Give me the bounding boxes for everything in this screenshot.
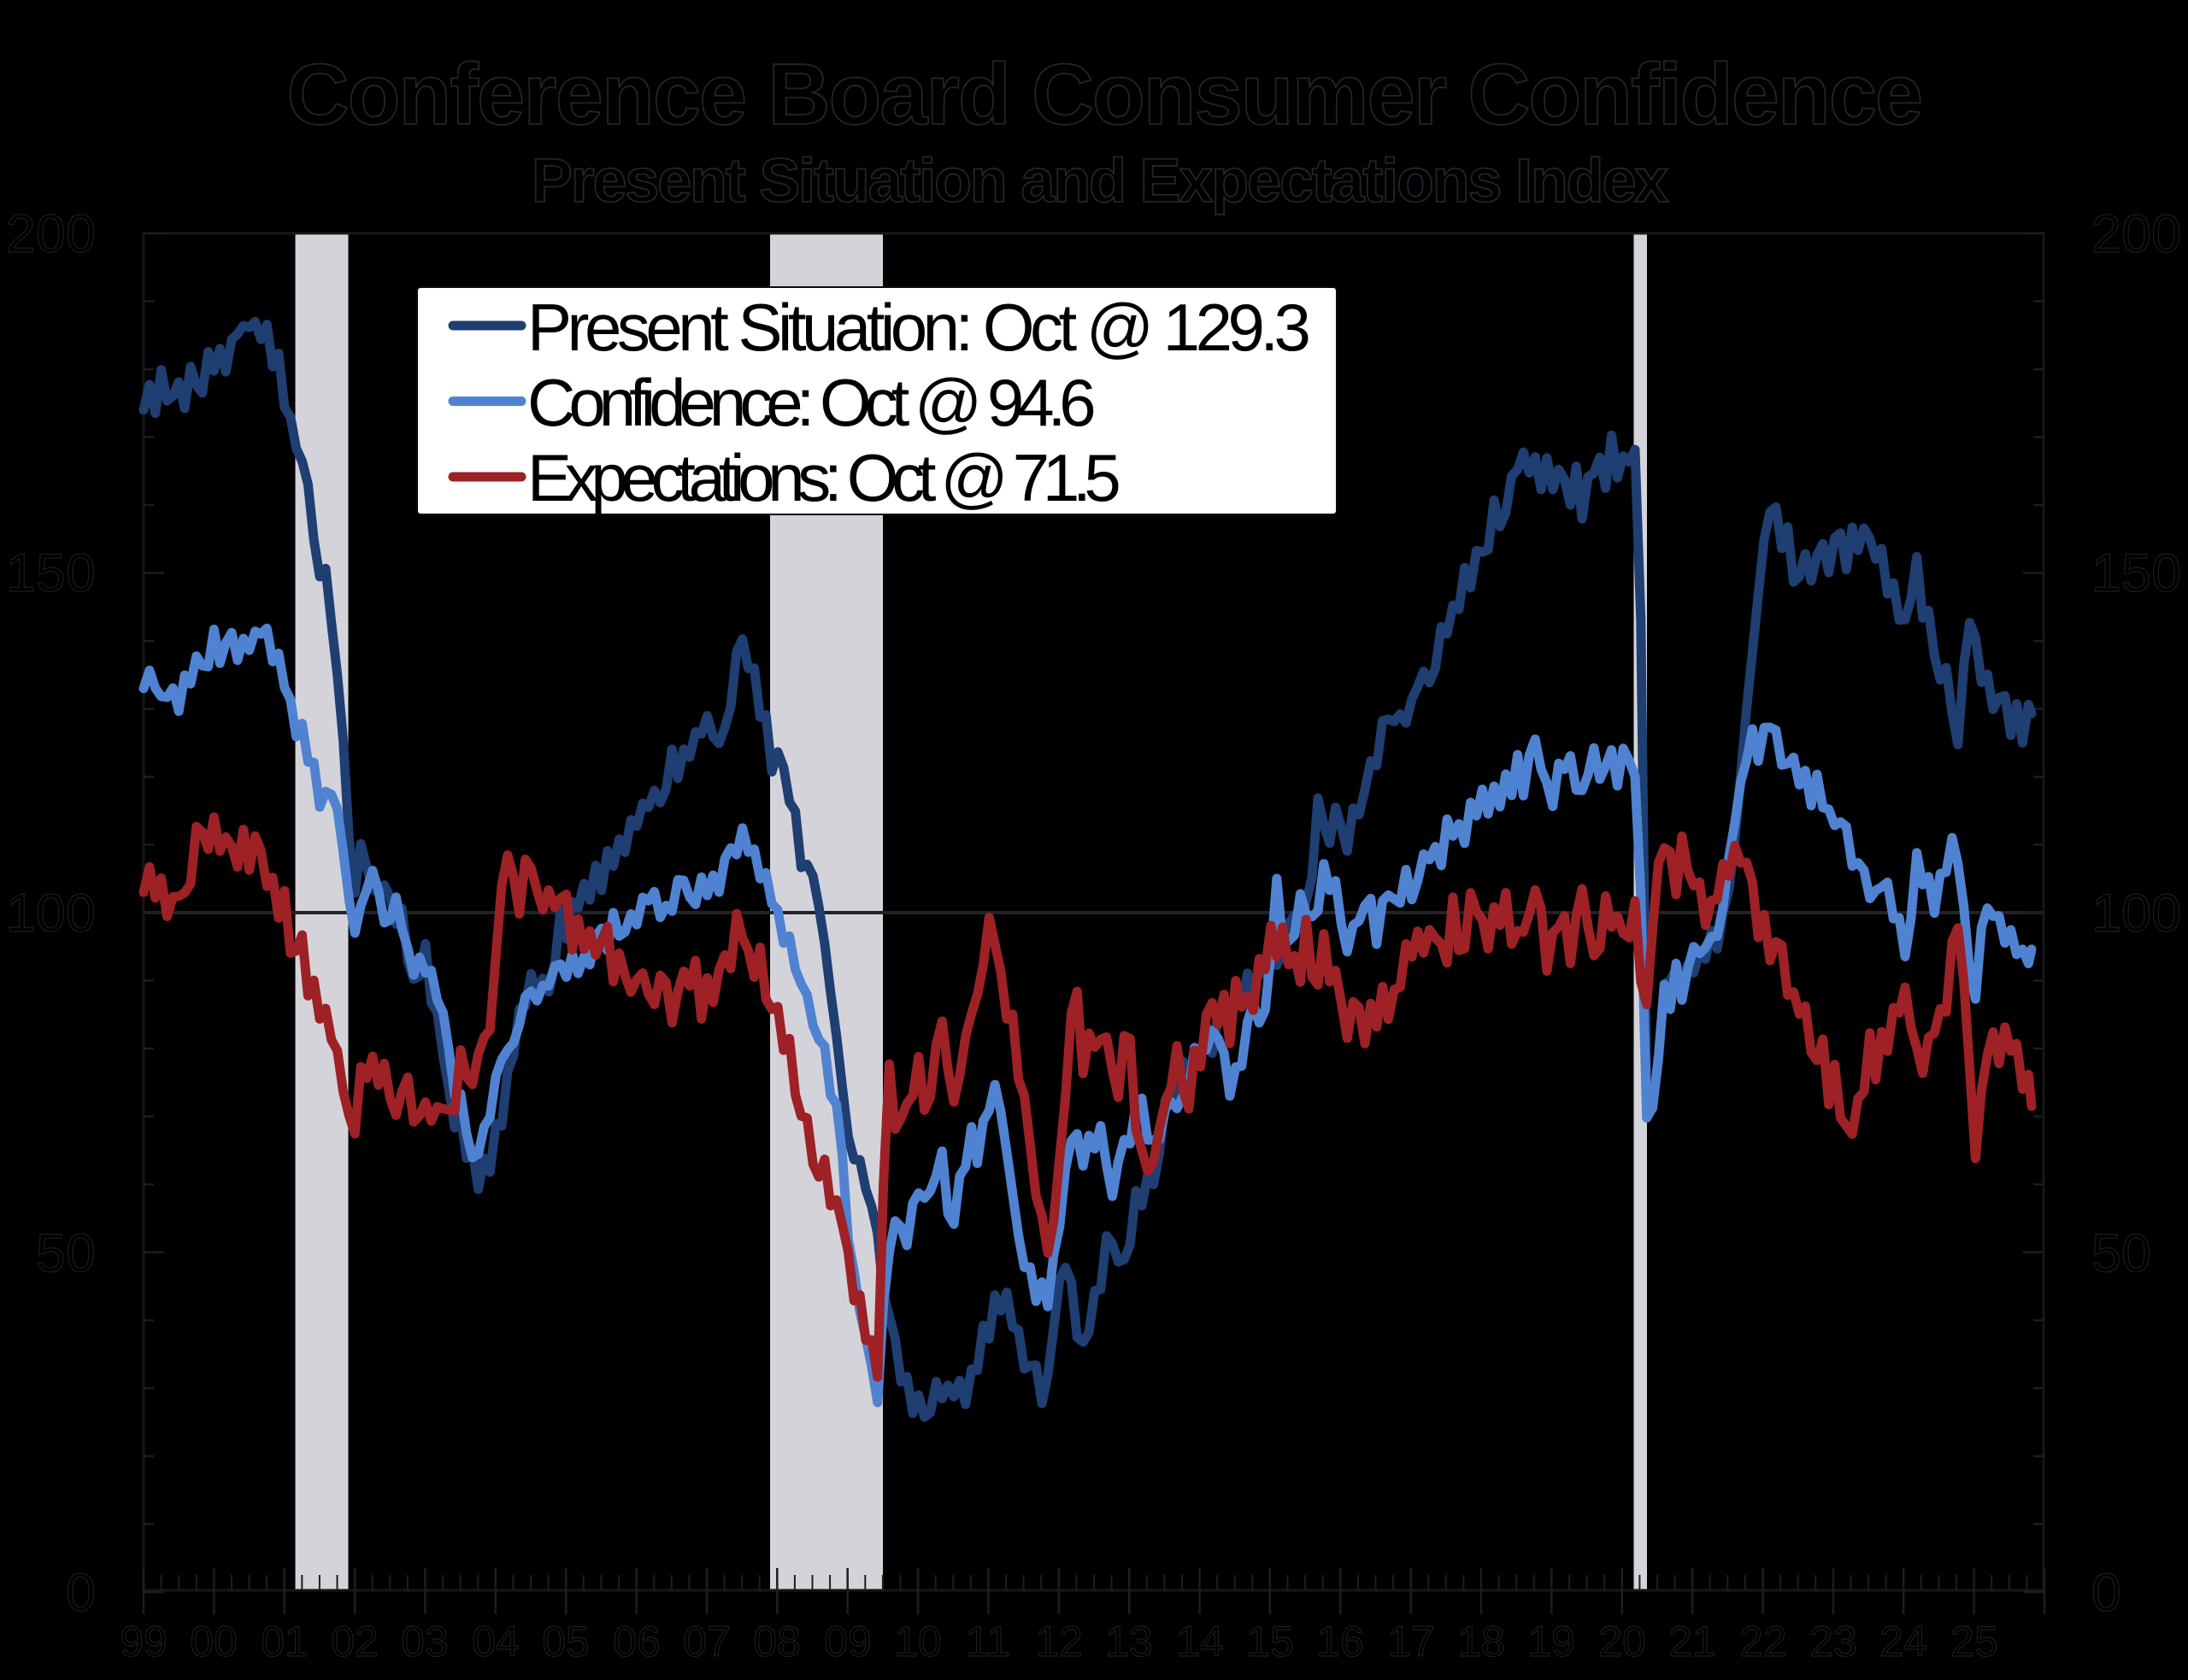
svg-text:18: 18: [1457, 1618, 1505, 1665]
svg-text:200: 200: [2091, 204, 2181, 264]
svg-text:50: 50: [36, 1224, 96, 1283]
svg-text:24: 24: [1879, 1618, 1927, 1665]
svg-text:16: 16: [1316, 1618, 1364, 1665]
svg-text:150: 150: [6, 543, 96, 603]
svg-text:20: 20: [1598, 1618, 1646, 1665]
svg-text:0: 0: [2091, 1563, 2121, 1623]
svg-text:Conference Board Consumer Conf: Conference Board Consumer Confidence: [287, 47, 1922, 143]
svg-text:06: 06: [613, 1618, 661, 1665]
svg-text:19: 19: [1527, 1618, 1575, 1665]
svg-text:100: 100: [6, 884, 96, 943]
svg-text:04: 04: [472, 1618, 520, 1665]
svg-text:11: 11: [966, 1618, 1010, 1665]
svg-text:13: 13: [1105, 1618, 1153, 1665]
svg-text:150: 150: [2091, 543, 2181, 603]
svg-text:09: 09: [824, 1618, 872, 1665]
svg-text:22: 22: [1739, 1618, 1787, 1665]
svg-text:Present Situation and Expectat: Present Situation and Expectations Index: [532, 147, 1668, 215]
svg-text:03: 03: [401, 1618, 449, 1665]
svg-text:200: 200: [6, 204, 96, 264]
svg-text:100: 100: [2091, 884, 2181, 943]
svg-text:12: 12: [1035, 1618, 1083, 1665]
svg-text:23: 23: [1809, 1618, 1857, 1665]
svg-text:07: 07: [683, 1618, 731, 1665]
svg-text:Present Situation: Oct @ 129.3: Present Situation: Oct @ 129.3: [527, 290, 1309, 365]
svg-text:02: 02: [331, 1618, 379, 1665]
svg-text:Expectations: Oct @ 71.5: Expectations: Oct @ 71.5: [527, 440, 1119, 515]
svg-text:15: 15: [1246, 1618, 1294, 1665]
svg-text:21: 21: [1668, 1618, 1716, 1665]
svg-text:17: 17: [1387, 1618, 1435, 1665]
svg-text:01: 01: [261, 1618, 309, 1665]
svg-text:14: 14: [1176, 1618, 1224, 1665]
svg-text:00: 00: [190, 1618, 238, 1665]
svg-text:0: 0: [66, 1563, 96, 1623]
svg-text:Confidence: Oct @ 94.6: Confidence: Oct @ 94.6: [527, 365, 1093, 440]
svg-text:25: 25: [1950, 1618, 1998, 1665]
svg-text:50: 50: [2091, 1224, 2151, 1283]
svg-text:08: 08: [753, 1618, 801, 1665]
svg-text:99: 99: [120, 1618, 168, 1665]
svg-text:10: 10: [894, 1618, 942, 1665]
svg-text:05: 05: [542, 1618, 590, 1665]
